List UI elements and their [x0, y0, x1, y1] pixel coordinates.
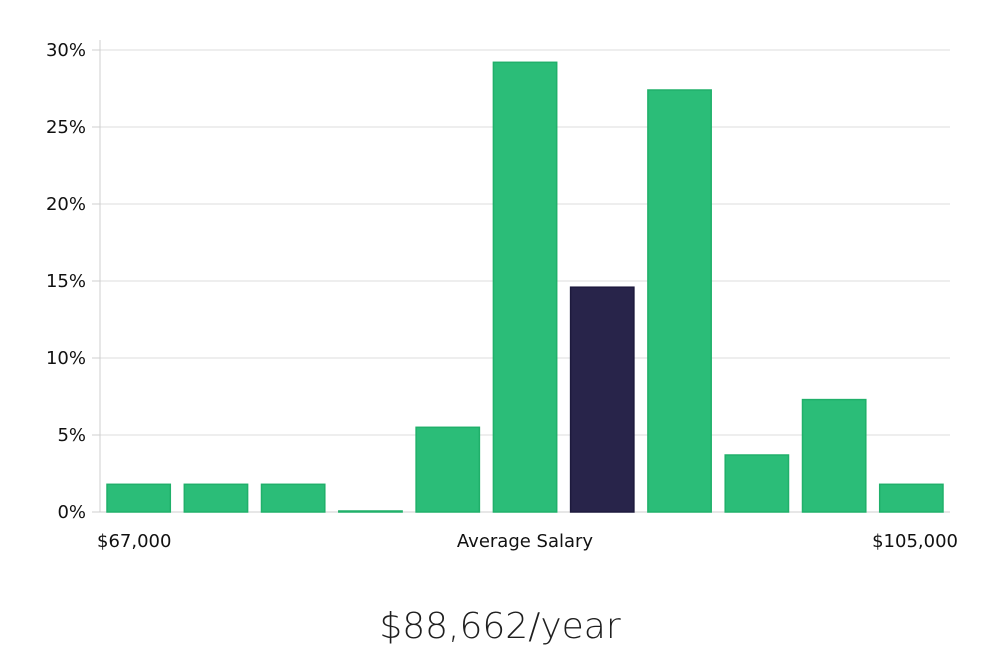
bar — [338, 510, 403, 513]
y-tick-label: 30% — [46, 40, 86, 61]
y-tick-label: 10% — [46, 348, 86, 369]
average-salary-value: $88,662/year — [379, 606, 621, 647]
bar — [415, 426, 481, 513]
y-tick-label: 5% — [57, 425, 86, 446]
bar — [492, 61, 558, 513]
y-axis-tick-labels: 0% 5% 10% 15% 20% 25% 30% — [46, 40, 100, 523]
x-axis-title: Average Salary — [457, 531, 594, 552]
y-tick-label: 15% — [46, 271, 86, 292]
bar — [183, 483, 249, 513]
y-tick-label: 25% — [46, 117, 86, 138]
bar-average-salary — [569, 286, 635, 513]
y-tick-label: 20% — [46, 194, 86, 215]
bar — [260, 483, 326, 513]
bar — [878, 483, 944, 513]
salary-distribution-chart: 0% 5% 10% 15% 20% 25% 30% $67,000 Average Sala… — [46, 40, 958, 552]
bar — [801, 398, 867, 513]
bar — [647, 89, 712, 513]
bar — [106, 483, 172, 513]
x-axis-max-label: $105,000 — [872, 531, 958, 552]
y-tick-label: 0% — [57, 502, 86, 523]
x-axis-min-label: $67,000 — [97, 531, 171, 552]
bar — [724, 454, 790, 513]
bars — [106, 61, 944, 513]
